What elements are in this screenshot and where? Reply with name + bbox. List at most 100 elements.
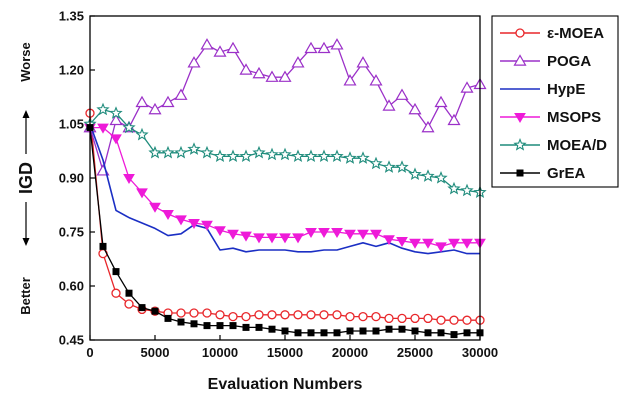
data-point-grea: [463, 329, 471, 337]
better-arrow-head: [22, 238, 30, 246]
series-hype: [89, 123, 480, 255]
data-point-poga: [330, 38, 344, 50]
data-point-moea: [319, 310, 329, 320]
x-tick-label: 10000: [202, 345, 238, 360]
y-tick-label: 0.45: [59, 333, 84, 348]
data-point-msops: [188, 219, 200, 229]
data-point-msops: [396, 237, 408, 247]
legend-box: [491, 15, 619, 188]
data-point-poga: [252, 66, 266, 79]
data-point-poga: [395, 88, 409, 100]
data-point-grea: [203, 322, 211, 330]
data-point-poga: [382, 99, 396, 111]
data-point-moea-d: [96, 102, 110, 116]
data-point-moea: [449, 315, 459, 325]
data-point-moea-d: [356, 151, 370, 164]
data-point-moea-d: [460, 183, 474, 197]
data-point-moea-d: [265, 147, 279, 161]
data-point-grea: [216, 322, 224, 330]
data-point-moea-d: [135, 127, 149, 141]
y-tick-label: 1.20: [59, 63, 84, 78]
data-point-moea: [241, 311, 251, 322]
x-tick-label: 20000: [332, 345, 368, 360]
data-point-poga: [460, 81, 474, 93]
series-moea: [85, 108, 485, 325]
data-point-moea-d: [291, 149, 305, 163]
data-point-msops: [305, 228, 317, 238]
data-point-moea: [293, 310, 303, 320]
data-point-poga: [408, 102, 422, 115]
x-tick-label: 5000: [141, 345, 170, 360]
x-tick-label: 0: [86, 345, 93, 360]
data-point-moea: [176, 308, 186, 318]
data-point-msops: [214, 226, 226, 237]
data-point-moea-d: [148, 145, 162, 159]
legend-label: MOEA/D: [547, 137, 607, 154]
data-point-msops: [422, 238, 434, 249]
data-point-poga: [200, 38, 214, 50]
data-point-msops: [110, 134, 122, 145]
plot-frame: [89, 15, 481, 341]
data-point-moea-d: [226, 149, 240, 163]
data-point-moea: [202, 308, 212, 318]
data-point-moea-d: [382, 160, 396, 173]
legend-item-msops: MSOPS: [500, 109, 601, 126]
legend-item-hype: HypE: [500, 81, 585, 98]
series-msops: [84, 123, 486, 253]
data-point-moea-d: [278, 147, 292, 161]
data-point-grea: [138, 304, 146, 312]
data-point-grea: [320, 329, 328, 337]
data-point-moea: [410, 313, 420, 324]
data-point-grea: [229, 322, 237, 330]
data-point-moea: [358, 311, 368, 322]
data-point-moea-d: [434, 171, 448, 184]
data-point-poga: [343, 74, 357, 86]
y-tick-label: 0.75: [59, 225, 84, 240]
data-point-moea-d: [421, 169, 435, 182]
data-point-grea: [112, 268, 120, 276]
x-tick-label: 15000: [267, 345, 303, 360]
legend-label: ε-MOEA: [547, 25, 604, 42]
data-point-moea: [397, 313, 407, 324]
data-point-msops: [357, 229, 369, 240]
data-point-grea: [346, 327, 354, 335]
data-point-poga: [161, 95, 175, 108]
data-point-grea: [242, 323, 250, 331]
data-point-moea-d: [447, 181, 461, 195]
data-point-msops: [279, 233, 291, 244]
data-point-grea: [450, 331, 458, 339]
series-grea: [86, 124, 484, 339]
data-point-msops: [97, 123, 109, 134]
data-point-moea: [345, 311, 355, 322]
data-point-poga: [135, 95, 149, 108]
data-point-msops: [448, 238, 460, 249]
data-point-moea: [189, 308, 199, 318]
x-tick-label: 30000: [462, 345, 498, 360]
data-point-grea: [190, 320, 198, 328]
data-point-moea: [384, 313, 394, 324]
data-point-poga: [369, 74, 383, 86]
legend-item-grea: GrEA: [500, 165, 586, 182]
y-tick-label: 1.05: [59, 117, 84, 132]
data-point-moea: [111, 288, 121, 298]
data-point-poga: [434, 95, 448, 108]
data-point-grea: [385, 325, 393, 333]
data-point-moea-d: [187, 142, 201, 155]
series-line-grea: [89, 127, 480, 336]
data-point-poga: [213, 45, 227, 57]
data-point-msops: [175, 215, 187, 226]
data-point-grea: [151, 307, 159, 315]
data-point-moea: [280, 310, 290, 320]
data-point-grea: [424, 329, 432, 337]
data-point-grea: [281, 327, 289, 335]
data-point-poga: [226, 41, 240, 54]
data-point-moea-d: [174, 145, 188, 159]
y-axis-worse-label: Worse: [18, 42, 33, 82]
legend-item-poga: POGA: [500, 53, 591, 70]
y-axis-better-label: Better: [18, 277, 33, 315]
data-point-poga: [174, 88, 188, 100]
data-point-moea-d: [330, 149, 344, 163]
data-point-moea: [124, 299, 134, 309]
legend-swatch-marker: [516, 169, 524, 177]
